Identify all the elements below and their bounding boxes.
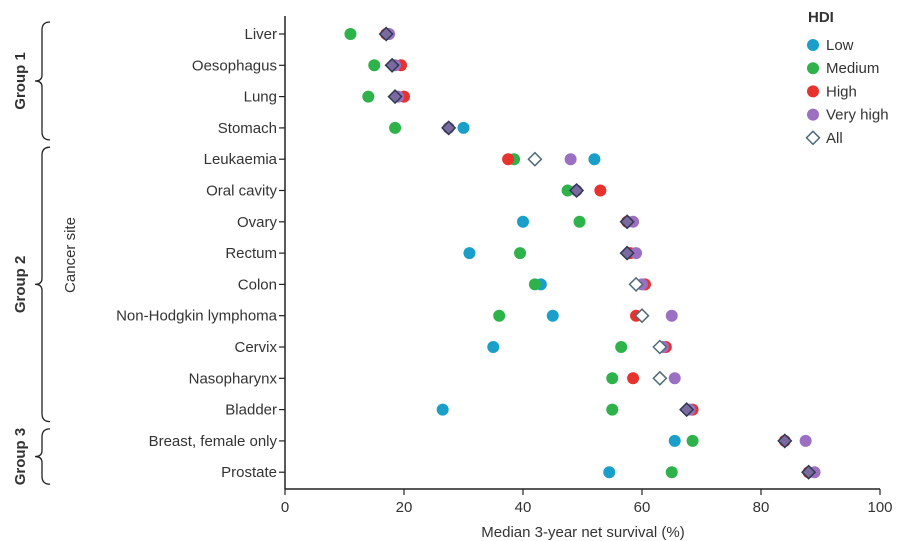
group-bracket xyxy=(34,146,51,423)
category-label: Colon xyxy=(238,276,277,293)
x-tick-label: 60 xyxy=(634,499,651,516)
data-point xyxy=(344,28,357,40)
category-label: Lung xyxy=(244,89,277,106)
group-brackets: Group 1 Group 2 Group 3 xyxy=(12,21,51,486)
data-point xyxy=(665,309,678,322)
legend-label: Low xyxy=(826,37,854,54)
group-label: Group 3 xyxy=(12,428,29,486)
x-tick-labels: 0 20 40 60 80 100 xyxy=(281,499,893,516)
category-label: Breast, female only xyxy=(149,433,278,450)
data-point xyxy=(668,372,681,385)
group-label: Group 2 xyxy=(12,256,29,314)
legend-label: Very high xyxy=(826,107,889,124)
category-label: Oesophagus xyxy=(192,57,277,74)
data-point xyxy=(665,466,678,479)
data-point xyxy=(517,215,529,228)
legend-swatch xyxy=(807,62,819,75)
data-point xyxy=(436,403,449,416)
legend-label: Medium xyxy=(826,60,879,77)
data-point xyxy=(627,372,640,385)
group-bracket xyxy=(34,21,51,141)
data-point xyxy=(686,434,699,447)
data-point xyxy=(389,121,402,134)
data-point xyxy=(564,153,577,166)
category-label: Bladder xyxy=(225,402,277,419)
data-point xyxy=(368,59,381,72)
x-tick-label: 0 xyxy=(281,499,289,516)
data-point xyxy=(561,184,574,197)
category-label: Leukaemia xyxy=(204,151,278,168)
x-tick-label: 100 xyxy=(867,499,892,516)
category-label: Prostate xyxy=(221,464,277,481)
data-point xyxy=(603,466,616,479)
data-point-diamond xyxy=(652,370,668,386)
data-point xyxy=(493,309,506,322)
data-point xyxy=(615,341,628,353)
legend-title: HDI xyxy=(808,9,834,26)
category-label: Oral cavity xyxy=(206,183,277,200)
data-point xyxy=(502,153,515,166)
group-label: Group 1 xyxy=(12,52,29,110)
data-point xyxy=(573,215,586,228)
legend-swatch xyxy=(807,39,819,51)
category-labels: Liver Oesophagus Lung Stomach Leukaemia Oral … xyxy=(116,26,278,481)
x-axis-label: Median 3-year net survival (%) xyxy=(481,524,684,541)
data-point xyxy=(528,278,541,291)
category-label: Rectum xyxy=(225,245,277,262)
data-point-diamond xyxy=(777,433,793,449)
data-point xyxy=(799,434,812,447)
category-label: Cervix xyxy=(234,339,277,356)
category-label: Ovary xyxy=(237,214,278,231)
data-point xyxy=(463,247,476,260)
data-point-diamond xyxy=(619,214,635,230)
data-point xyxy=(588,153,601,166)
data-marks xyxy=(344,26,821,480)
category-label: Stomach xyxy=(218,120,277,137)
data-point-diamond xyxy=(801,464,817,480)
x-tick-label: 80 xyxy=(753,499,770,516)
group-bracket xyxy=(34,428,51,485)
legend-label: High xyxy=(826,83,857,100)
legend-swatch xyxy=(805,130,821,146)
axes xyxy=(279,16,881,495)
category-label: Nasopharynx xyxy=(189,370,278,387)
category-label: Non-Hodgkin lymphoma xyxy=(116,308,278,325)
data-point-diamond xyxy=(384,57,400,73)
data-point xyxy=(630,247,643,260)
data-point xyxy=(457,121,470,134)
data-point-diamond xyxy=(628,276,644,292)
data-point xyxy=(487,341,500,353)
data-point-diamond xyxy=(634,308,650,324)
data-point xyxy=(606,403,619,416)
data-point-diamond xyxy=(652,339,668,355)
data-point xyxy=(514,247,527,260)
data-point-diamond xyxy=(378,26,394,42)
data-point xyxy=(668,434,681,447)
category-label: Liver xyxy=(244,26,277,43)
x-tick-label: 40 xyxy=(515,499,532,516)
legend: HDI Low Medium High Very high All xyxy=(805,9,889,147)
legend-swatch xyxy=(807,85,819,98)
x-tick-label: 20 xyxy=(396,499,413,516)
legend-label: All xyxy=(826,130,843,147)
data-point-diamond xyxy=(527,151,543,167)
data-point xyxy=(362,90,375,103)
data-point xyxy=(546,309,559,322)
data-point-diamond xyxy=(441,120,457,136)
data-point-diamond xyxy=(387,89,403,105)
data-point xyxy=(594,184,607,197)
data-point xyxy=(606,372,619,385)
data-point-diamond xyxy=(568,182,585,199)
y-axis-label: Cancer site xyxy=(62,217,79,293)
data-point-diamond xyxy=(619,245,635,261)
legend-swatch xyxy=(807,108,819,121)
data-point-diamond xyxy=(679,402,695,418)
